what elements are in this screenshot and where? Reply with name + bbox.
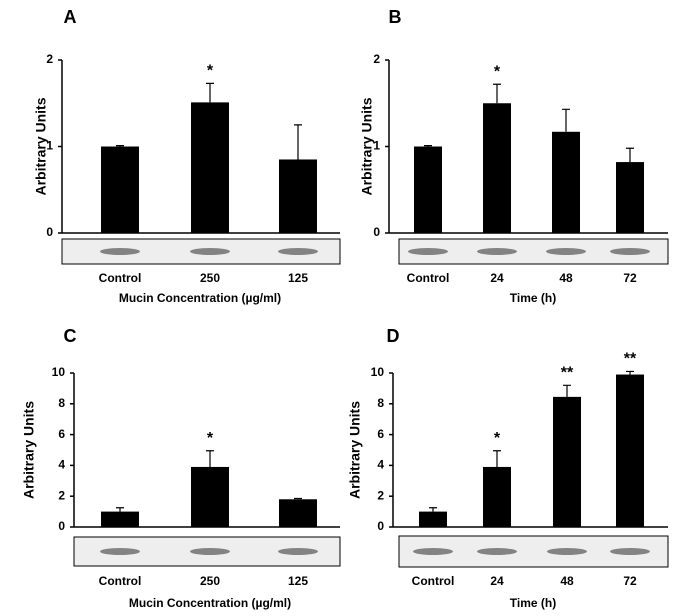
bar	[191, 102, 229, 233]
x-axis-label: Mucin Concentration (µg/ml)	[119, 291, 281, 305]
error-bar	[493, 83, 501, 104]
error-bar	[294, 124, 302, 160]
bar	[279, 159, 317, 233]
y-tick-label: 1	[46, 139, 53, 153]
significance-mark: *	[207, 430, 214, 447]
x-axis-label: Time (h)	[510, 291, 556, 305]
x-tick-label: Control	[99, 271, 142, 285]
blot-band	[278, 248, 318, 255]
blot-band	[190, 548, 230, 555]
x-axis-label: Mucin Concentration (µg/ml)	[129, 596, 291, 610]
y-axis-label: Arbitrary Units	[359, 97, 375, 195]
significance-mark: *	[494, 63, 501, 80]
y-tick-label: 8	[58, 396, 65, 410]
significance-mark: *	[207, 63, 214, 80]
x-axis-label: Time (h)	[510, 596, 556, 610]
error-bar	[116, 507, 124, 512]
error-bar	[493, 450, 501, 467]
bar	[191, 466, 229, 527]
blot-band	[547, 548, 587, 555]
x-tick-label: 24	[490, 574, 504, 588]
error-bar	[626, 147, 634, 163]
error-bar	[206, 450, 214, 467]
y-tick-label: 8	[377, 396, 384, 410]
x-tick-label: Control	[412, 574, 455, 588]
error-bar	[429, 507, 437, 512]
y-tick-label: 1	[373, 139, 380, 153]
bar	[616, 374, 644, 527]
y-tick-label: 2	[58, 488, 65, 502]
x-tick-label: 48	[560, 574, 574, 588]
blot-band	[610, 548, 650, 555]
y-tick-label: 2	[377, 488, 384, 502]
x-tick-label: 48	[559, 271, 573, 285]
error-bar	[206, 82, 214, 103]
y-tick-label: 4	[377, 458, 384, 472]
blot-band	[100, 548, 140, 555]
error-bar	[116, 145, 124, 147]
blot-band	[190, 248, 230, 255]
y-axis-label: Arbitrary Units	[21, 401, 37, 499]
blot-band	[546, 248, 586, 255]
blot-band	[477, 548, 517, 555]
blot-band	[408, 248, 448, 255]
bar	[101, 146, 139, 233]
blot-band	[413, 548, 453, 555]
x-tick-label: 250	[200, 574, 220, 588]
bar	[483, 466, 511, 527]
bar	[419, 511, 447, 527]
error-bar	[294, 497, 302, 500]
y-axis-label: Arbitrary Units	[347, 401, 363, 499]
bar	[101, 511, 139, 527]
blot-band	[100, 248, 140, 255]
panel-label: D	[387, 326, 400, 346]
y-tick-label: 10	[52, 365, 66, 379]
x-tick-label: 125	[288, 574, 308, 588]
y-tick-label: 0	[373, 225, 380, 239]
x-tick-label: 72	[623, 574, 637, 588]
x-tick-label: Control	[407, 271, 450, 285]
x-tick-label: 125	[288, 271, 308, 285]
x-tick-label: 72	[623, 271, 637, 285]
y-tick-label: 0	[46, 225, 53, 239]
bar	[553, 396, 581, 527]
blot-band	[477, 248, 517, 255]
y-axis-label: Arbitrary Units	[33, 97, 49, 195]
error-bar	[424, 145, 432, 147]
blot-band	[278, 548, 318, 555]
y-tick-label: 6	[377, 427, 384, 441]
bar	[483, 103, 511, 233]
x-tick-label: 250	[200, 271, 220, 285]
error-bar	[562, 108, 570, 132]
y-tick-label: 10	[371, 365, 385, 379]
y-tick-label: 0	[377, 519, 384, 533]
bar	[616, 162, 644, 233]
bar	[414, 146, 442, 233]
panel-label: C	[64, 326, 77, 346]
error-bar	[626, 370, 634, 375]
y-tick-label: 6	[58, 427, 65, 441]
bar	[552, 131, 580, 233]
y-tick-label: 2	[46, 52, 53, 66]
significance-mark: **	[624, 351, 637, 368]
bar	[279, 499, 317, 527]
panel-label: B	[389, 7, 402, 27]
x-tick-label: Control	[99, 574, 142, 588]
y-tick-label: 4	[58, 458, 65, 472]
significance-mark: **	[561, 365, 574, 382]
panel-label: A	[64, 7, 77, 27]
x-tick-label: 24	[490, 271, 504, 285]
y-tick-label: 2	[373, 52, 380, 66]
significance-mark: *	[494, 430, 501, 447]
error-bar	[563, 384, 571, 397]
blot-band	[610, 248, 650, 255]
y-tick-label: 0	[58, 519, 65, 533]
